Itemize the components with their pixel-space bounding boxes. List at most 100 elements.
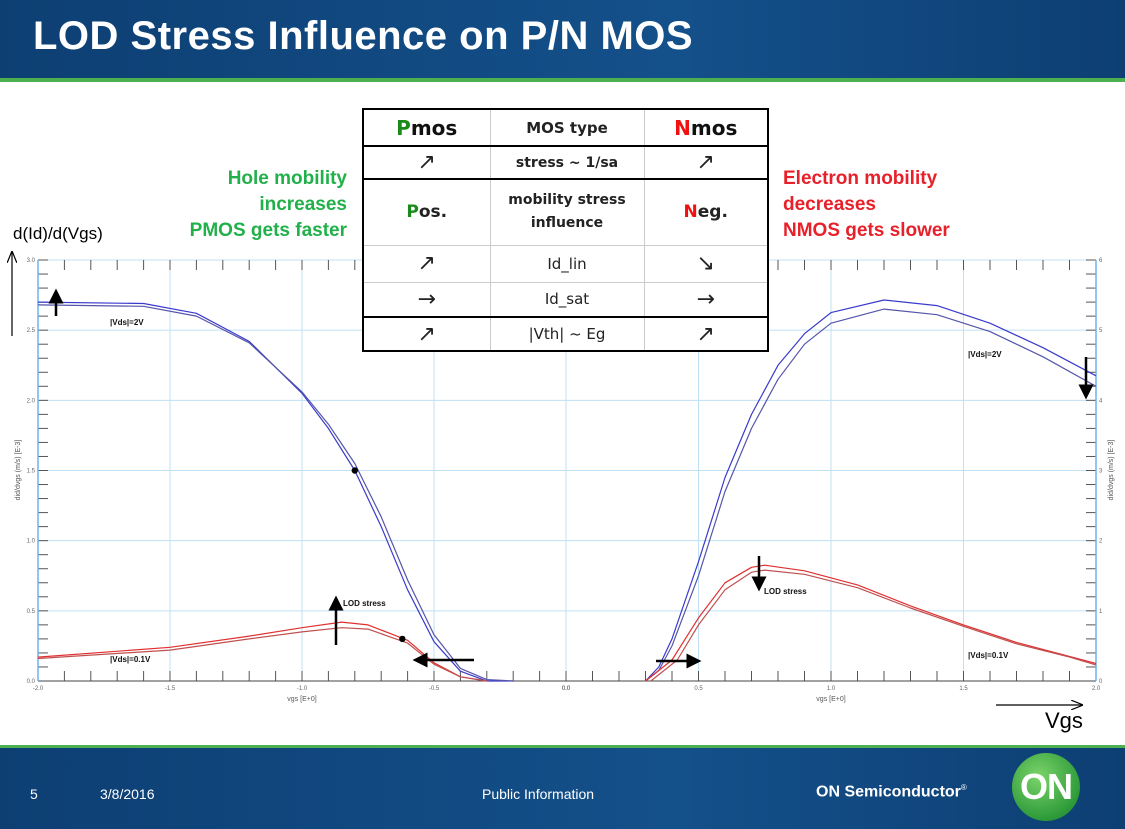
pmos-value-rest: os. bbox=[418, 202, 448, 223]
pmos-trend-icon: → bbox=[362, 281, 491, 318]
series-line--vds-0-1v-unstressed bbox=[37, 627, 487, 682]
pmos-note-line: increases bbox=[259, 194, 347, 215]
x-tick-label: -1.0 bbox=[297, 686, 308, 692]
y-tick-label: 1.0 bbox=[27, 539, 36, 545]
slide-date: 3/8/2016 bbox=[100, 786, 155, 802]
y-tick-label: 2.0 bbox=[27, 398, 36, 404]
on-semiconductor-logo: ON bbox=[1012, 753, 1080, 821]
y-tick-label: 2 bbox=[1099, 539, 1103, 545]
pmos-value-initial: P bbox=[406, 202, 419, 223]
lod-stress-label-nmos: LOD stress bbox=[764, 587, 807, 596]
pmos-trend-icon: ↗ bbox=[362, 316, 491, 352]
pmos-note: Hole mobility increases PMOS gets faster bbox=[190, 166, 347, 244]
classification-label: Public Information bbox=[482, 786, 595, 802]
series-line--vds-0-1v bbox=[645, 564, 1097, 682]
y-tick-label: 4 bbox=[1099, 398, 1103, 404]
nmos-trend-icon: ↗ bbox=[643, 145, 769, 180]
brand-name: ON Semiconductor® bbox=[816, 783, 967, 801]
nmos-note-line: Electron mobility bbox=[783, 168, 938, 189]
nmos-trend-icon: → bbox=[643, 281, 769, 318]
x-axis-title: vgs [E+0] bbox=[816, 696, 845, 703]
y-tick-label: 3 bbox=[1099, 469, 1103, 475]
row-label: mobility stress influence bbox=[489, 178, 645, 246]
lod-stress-label-pmos: LOD stress bbox=[343, 599, 386, 608]
y-tick-label: 1.5 bbox=[27, 469, 36, 475]
x-tick-label: -2.0 bbox=[33, 686, 44, 692]
vds-low-label-nmos: |Vds|=0.1V bbox=[968, 651, 1009, 660]
vds-high-label-pmos: |Vds|=2V bbox=[110, 318, 144, 327]
pmos-trend-icon: ↗ bbox=[362, 145, 491, 180]
y-tick-label: 0.0 bbox=[27, 679, 36, 685]
y-axis-label: d(Id)/d(Vgs) bbox=[13, 224, 103, 243]
nmos-trend-icon: ↘ bbox=[643, 244, 769, 283]
pmos-value: Pos. bbox=[362, 178, 491, 246]
row-label: Id_lin bbox=[489, 244, 645, 283]
x-tick-label: 0.0 bbox=[562, 686, 571, 692]
pmos-initial: P bbox=[396, 115, 411, 140]
x-tick-label: -0.5 bbox=[429, 686, 440, 692]
y-tick-label: 3.0 bbox=[27, 258, 36, 264]
y-tick-label: 1 bbox=[1099, 609, 1103, 615]
row-label: Id_sat bbox=[489, 281, 645, 318]
nmos-value: Neg. bbox=[643, 178, 769, 246]
header-mos-type: MOS type bbox=[489, 108, 645, 147]
header-nmos: Nmos bbox=[643, 108, 769, 147]
nmos-initial: N bbox=[674, 115, 691, 140]
pmos-note-line: Hole mobility bbox=[227, 168, 347, 189]
slide-title: LOD Stress Influence on P/N MOS bbox=[33, 14, 694, 58]
header-accent-line bbox=[0, 78, 1125, 82]
y-tick-label: 6 bbox=[1099, 258, 1103, 264]
nmos-note-line: decreases bbox=[783, 194, 876, 215]
y-axis-title: did/dvgs (m/s) [E-3] bbox=[15, 440, 22, 501]
nmos-value-rest: eg. bbox=[697, 202, 728, 223]
table-row: ↗ Id_lin ↘ bbox=[362, 244, 769, 283]
y-tick-label: 0 bbox=[1099, 679, 1103, 685]
pmos-trend-icon: ↗ bbox=[362, 244, 491, 283]
row-label: |Vth| ~ Eg bbox=[489, 316, 645, 352]
brand-text: ON Semiconductor bbox=[816, 783, 961, 801]
nmos-rest: mos bbox=[690, 115, 738, 140]
table-header-row: Pmos MOS type Nmos bbox=[362, 108, 769, 147]
y-tick-label: 5 bbox=[1099, 328, 1103, 334]
data-marker bbox=[351, 467, 358, 474]
nmos-note-line: NMOS gets slower bbox=[783, 220, 950, 241]
header-pmos: Pmos bbox=[362, 108, 491, 147]
data-marker bbox=[399, 635, 406, 643]
y-axis-title: did/dvgs (m/s) [E-3] bbox=[1108, 440, 1115, 501]
x-axis-title: vgs [E+0] bbox=[287, 696, 316, 703]
table-row: → Id_sat → bbox=[362, 281, 769, 318]
pmos-rest: mos bbox=[410, 115, 458, 140]
comparison-table: Pmos MOS type Nmos ↗ stress ~ 1/sa ↗ Pos… bbox=[362, 108, 769, 352]
page-number: 5 bbox=[30, 786, 38, 802]
series-line--vds-2v-stressed bbox=[645, 308, 1097, 682]
y-tick-label: 2.5 bbox=[27, 328, 36, 334]
series-line--vds-0-1v-stressed bbox=[650, 569, 1097, 682]
vds-low-label-pmos: |Vds|=0.1V bbox=[110, 655, 151, 664]
row-label: stress ~ 1/sa bbox=[489, 145, 645, 180]
series-line--vds-2v bbox=[645, 299, 1097, 682]
slide-footer bbox=[0, 748, 1125, 829]
series-line--vds-2v bbox=[37, 301, 514, 682]
series-line--vds-2v-stressed bbox=[37, 304, 514, 682]
x-tick-label: 2.0 bbox=[1092, 686, 1101, 692]
series-line--vds-0-1v bbox=[37, 621, 487, 682]
table-row: ↗ |Vth| ~ Eg ↗ bbox=[362, 316, 769, 352]
nmos-note: Electron mobility decreases NMOS gets sl… bbox=[783, 166, 950, 244]
table-row: ↗ stress ~ 1/sa ↗ bbox=[362, 145, 769, 180]
x-tick-label: 0.5 bbox=[694, 686, 703, 692]
x-axis-label: Vgs bbox=[1045, 708, 1083, 733]
table-row: Pos. mobility stress influence Neg. bbox=[362, 178, 769, 246]
pmos-note-line: PMOS gets faster bbox=[189, 220, 347, 241]
x-tick-label: -1.5 bbox=[165, 686, 176, 692]
y-tick-label: 0.5 bbox=[27, 609, 36, 615]
vds-high-label-nmos: |Vds|=2V bbox=[968, 350, 1002, 359]
x-tick-label: 1.5 bbox=[959, 686, 968, 692]
footer-accent-line bbox=[0, 745, 1125, 749]
nmos-value-initial: N bbox=[683, 202, 698, 223]
registered-mark: ® bbox=[960, 783, 967, 792]
slide-header bbox=[0, 0, 1125, 78]
nmos-trend-icon: ↗ bbox=[643, 316, 769, 352]
x-tick-label: 0.0 bbox=[562, 686, 571, 692]
x-tick-label: 1.0 bbox=[827, 686, 836, 692]
